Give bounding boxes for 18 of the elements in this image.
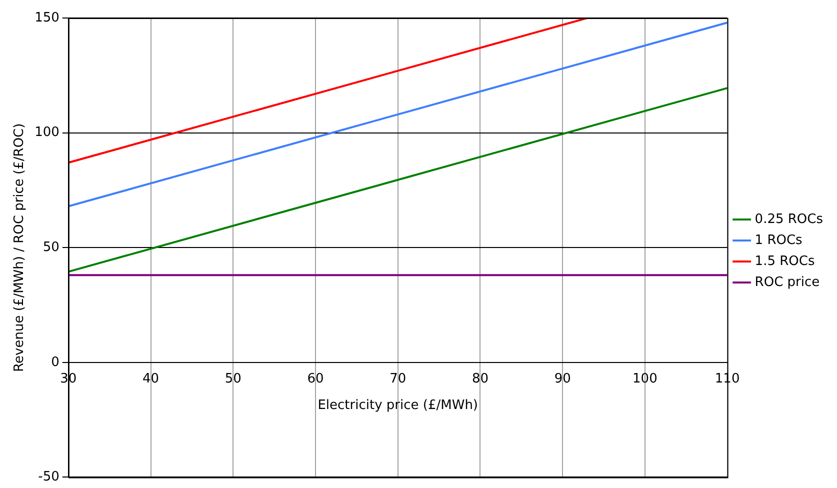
x-tick-label: 90 [554,372,571,387]
x-tick-label: 40 [142,372,160,387]
y-tick-label: 150 [34,10,60,26]
x-axis-title: Electricity price (£/MWh) [318,398,478,414]
legend-label: ROC price [754,274,820,290]
x-tick-label: 100 [632,372,658,387]
y-tick-label: -50 [38,470,60,485]
y-tick-label: 0 [51,354,60,370]
x-tick-label: 50 [224,372,242,387]
legend-label: 0.25 ROCs [754,212,824,227]
y-axis-title: Revenue (£/MWh) / ROC price (£/ROC) [12,123,28,372]
legend-label: 1.5 ROCs [754,254,815,269]
x-tick-label: 60 [307,372,324,387]
y-tick-label: 100 [34,125,60,140]
x-tick-label: 80 [472,372,488,387]
legend-label: 1 ROCs [754,232,803,248]
x-tick-label: 70 [390,372,406,387]
y-tick-label: 50 [42,240,60,255]
